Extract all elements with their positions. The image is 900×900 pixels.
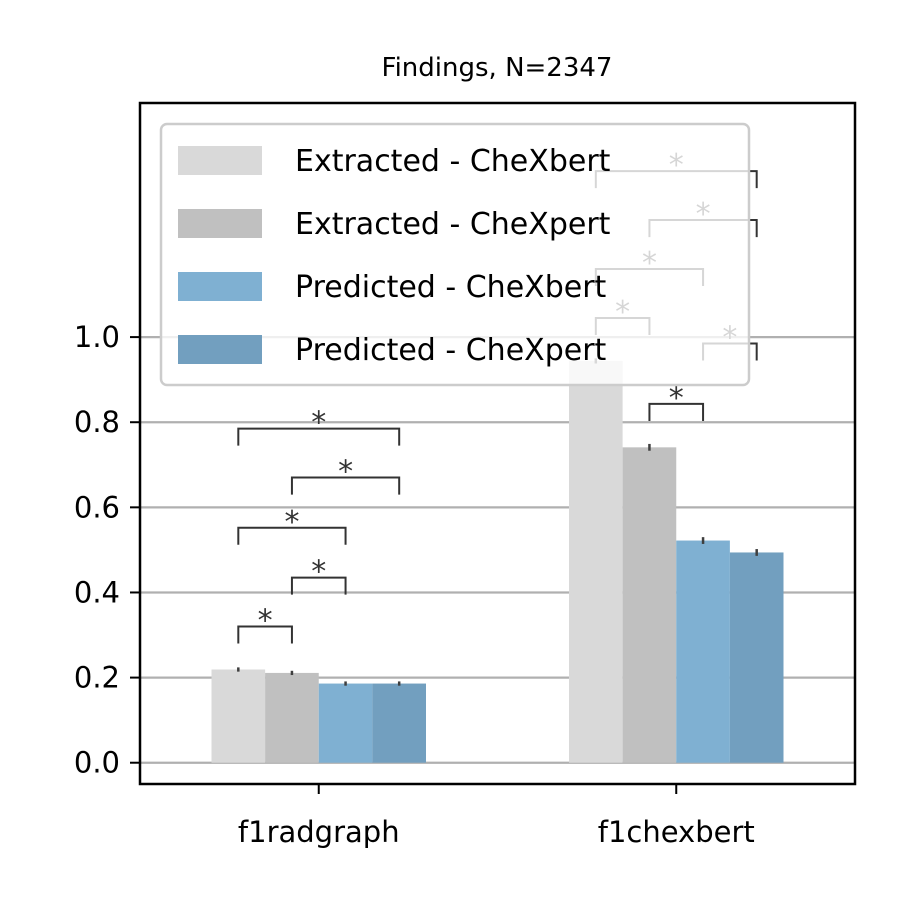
significance-star: * — [311, 555, 326, 590]
significance-bracket — [290, 476, 401, 495]
chart-title: Findings, N=2347 — [382, 53, 613, 83]
y-tick-label: 0.0 — [74, 746, 120, 780]
significance-bracket — [648, 402, 705, 421]
bar — [729, 552, 784, 763]
bar — [676, 540, 730, 763]
y-tick-label: 0.6 — [74, 490, 120, 524]
plot-frame — [138, 101, 857, 786]
y-tick-label: 1.0 — [74, 320, 120, 354]
significance-star: * — [284, 505, 299, 540]
significance-star: * — [258, 604, 273, 639]
bar — [318, 683, 373, 763]
significance-star: * — [669, 381, 684, 416]
significance-bracket — [237, 625, 293, 644]
significance-star: * — [311, 406, 326, 441]
x-tick-label: f1radgraph — [238, 815, 400, 849]
y-tick-label: 0.2 — [74, 661, 120, 695]
legend-label: Extracted - CheXbert — [295, 144, 611, 179]
y-tick-label: 0.4 — [74, 575, 120, 609]
axes: 0.0 0.2 0.4 0.6 0.8 1.0 f1radgraph f1chexbert — [74, 320, 755, 849]
legend-swatch — [178, 272, 262, 301]
legend-label: Extracted - CheXpert — [295, 207, 611, 242]
bar — [622, 447, 677, 763]
significance-bracket — [237, 427, 401, 446]
bar — [211, 669, 266, 763]
legend-swatch — [178, 335, 262, 364]
bars — [211, 358, 784, 763]
bar — [265, 672, 319, 763]
significance-bracket — [290, 576, 347, 595]
legend: Extracted - CheXbert Extracted - CheXpert… — [159, 122, 751, 387]
bar — [372, 683, 426, 763]
legend-label: Predicted - CheXbert — [295, 270, 607, 305]
legend-label: Predicted - CheXpert — [295, 333, 607, 368]
bar — [569, 360, 623, 763]
legend-swatch — [178, 146, 262, 175]
legend-box — [159, 122, 751, 387]
y-tick-label: 0.8 — [74, 405, 120, 439]
significance-bracket — [237, 526, 347, 545]
legend-swatch — [178, 209, 262, 238]
x-tick-label: f1chexbert — [598, 815, 755, 849]
significance-star: * — [338, 455, 353, 490]
